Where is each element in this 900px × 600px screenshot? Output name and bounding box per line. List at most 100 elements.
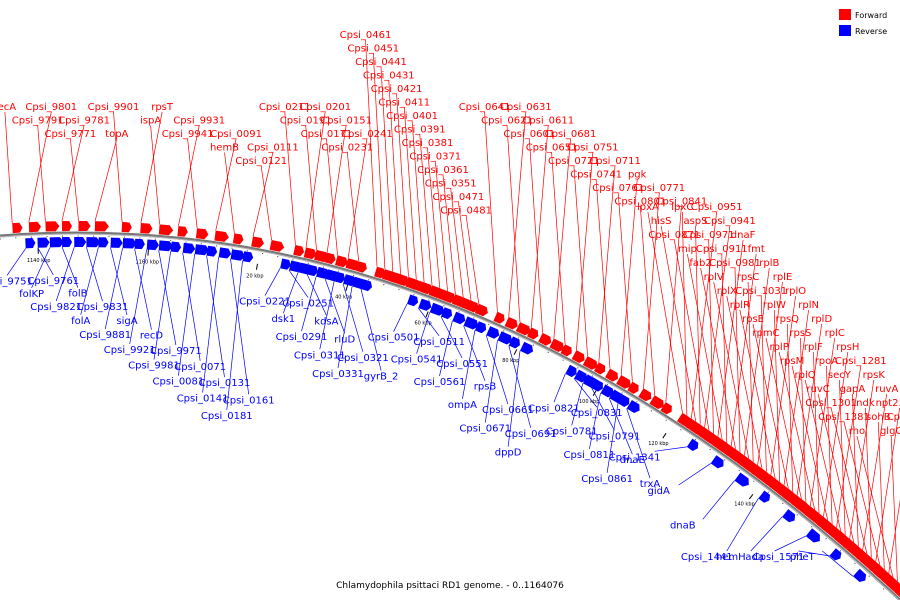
tick-label-120-kbp: 120 kbp	[648, 441, 668, 447]
tick-label-1140-kbp: 1140 kbp	[27, 258, 51, 264]
leader-cpsi-9901	[113, 111, 123, 223]
backbone-dot	[577, 367, 579, 369]
leader-rplr	[739, 309, 776, 479]
tick-60-kbp	[425, 311, 429, 318]
forward-gene-cpsi-0771	[638, 388, 652, 402]
backbone-dot	[307, 262, 309, 264]
leader-rpsb	[463, 325, 486, 381]
leader-cpsi-1301	[830, 407, 868, 555]
gene-label-cpsi-0481: Cpsi_0481	[440, 206, 492, 217]
reverse-gene-cpsi-0311	[334, 271, 346, 284]
leader-cpsi-1341	[654, 446, 687, 452]
gene-label-hemb: hemB	[210, 143, 239, 154]
leader-cpsi-9771	[70, 138, 79, 222]
leader-cpsi-0631	[508, 111, 527, 317]
leader-rpsh	[823, 351, 849, 517]
gene-label-cpsi-0161: Cpsi_0161	[223, 395, 275, 406]
forward-gene-cpsi-0481	[474, 303, 488, 317]
backbone-dot	[724, 459, 726, 461]
backbone-dot	[694, 439, 697, 441]
leader-cpsi-0381	[427, 147, 441, 289]
leader-cpsi-0541	[416, 312, 431, 354]
forward-gene-cpsi-0211	[293, 245, 305, 257]
gene-label-siga: sigA	[116, 316, 137, 327]
gene-label-cpsi-0191: Cpsi_0191	[280, 116, 332, 127]
forward-gene-topa	[94, 221, 109, 232]
backbone-dot	[709, 449, 711, 451]
gene-label-rplp: rplP	[769, 342, 788, 353]
forward-gene-cpsi-9791	[45, 221, 60, 232]
forward-gene-cpsi-0231	[355, 261, 367, 273]
leader-dnab	[702, 480, 735, 520]
gene-label-topa: topA	[105, 129, 128, 140]
leader-cpsi-0871	[673, 239, 710, 431]
reverse-gene-cpsi-0291	[316, 266, 329, 279]
gene-label-cpsi-0091: Cpsi_0091	[210, 129, 262, 140]
gene-label-gyrb-2: gyrB_2	[364, 372, 399, 383]
gene-label-cpsi-0861: Cpsi_0861	[581, 474, 633, 485]
leader-cpsi-0411	[403, 107, 417, 280]
leader-cpsi-0121	[260, 165, 272, 241]
backbone-dot	[262, 252, 264, 255]
gene-label-ompa: ompA	[448, 400, 477, 411]
tick-20-kbp	[255, 263, 258, 270]
leader-cpsi-9821	[55, 246, 75, 302]
leader-cpsi-0641	[484, 111, 498, 312]
gene-label-fab2: fab2	[689, 258, 711, 269]
backbone-dot	[123, 236, 126, 238]
backbone-dot	[77, 235, 79, 237]
leader-ruva	[862, 393, 888, 551]
gene-label-cpsi-9791: Cpsi_9791	[12, 116, 64, 127]
gene-label-cpsi-0351: Cpsi_0351	[425, 179, 477, 190]
leader-cpsi-0771	[643, 192, 660, 389]
gene-label-cpsi-1341: Cpsi_1341	[609, 452, 661, 463]
leader-secy	[839, 379, 846, 536]
reverse-gene-phet	[853, 568, 867, 582]
leader-cpsi-0791	[591, 387, 615, 431]
backbone-dot	[322, 266, 324, 268]
reverse-gene-cpsi-9831	[86, 237, 101, 248]
leader-dppd	[507, 350, 521, 447]
forward-gene-cpsi-0751	[571, 350, 585, 363]
gene-label-cpsi-9941: Cpsi_9941	[162, 129, 214, 140]
gene-label-cpsi-9751: Cpsi_9751	[0, 276, 33, 287]
gene-label-rplv: rplV	[704, 272, 724, 283]
forward-gene-cpsi-0471	[467, 300, 479, 313]
gene-label-cpsi-0171: Cpsi_0171	[301, 129, 353, 140]
reverse-gene-cpsi-9921	[146, 239, 159, 251]
leader-cpsi-0091	[215, 138, 237, 231]
leader-cpsi-0751	[576, 152, 594, 351]
gene-label-rplb: rplB	[759, 258, 779, 269]
gene-label-rplr: rplR	[730, 300, 750, 311]
leader-cpsi-0201	[305, 111, 326, 248]
backbone-dot	[854, 562, 856, 564]
leader-cpsi-0221	[264, 268, 281, 296]
gene-label-rplc: rplC	[825, 328, 845, 339]
reverse-gene-cpsi-9751	[25, 238, 36, 249]
leader-cpsi-0501	[393, 303, 408, 332]
gene-label-dnae: dnaE	[620, 455, 645, 466]
gene-label-lpxa: lpxA	[637, 202, 659, 213]
forward-gene-cpsi-0681	[549, 338, 565, 352]
gene-label-fola: folA	[71, 316, 90, 327]
gene-label-cpsi-1571: Cpsi_1571	[753, 552, 805, 563]
gene-label-ruva: ruvA	[875, 384, 898, 395]
gene-label-rpld: rplD	[811, 314, 832, 325]
backbone-dot	[368, 279, 370, 281]
leader-gapa	[852, 393, 859, 547]
backbone-dot	[443, 305, 445, 307]
leader-rpoa	[826, 365, 833, 525]
leader-mip	[687, 253, 723, 440]
gene-label-sohb: sohB	[866, 412, 891, 423]
leader-cpsi-0781	[571, 383, 584, 426]
gene-label-cpsi-0231: Cpsi_0231	[321, 143, 373, 154]
forward-gene-pyre	[894, 587, 900, 598]
leader-cpsi-1441	[726, 498, 759, 552]
leader-hemb	[224, 152, 235, 234]
legend-forward-label: Forward	[855, 11, 887, 20]
gene-label-cpsi-0441: Cpsi_0441	[355, 57, 407, 68]
gene-label-cpsi-0801: Cpsi_0801	[614, 197, 666, 208]
reverse-gene-cpsi-0321	[343, 274, 356, 287]
forward-gene-cpsi-0631	[504, 316, 518, 330]
